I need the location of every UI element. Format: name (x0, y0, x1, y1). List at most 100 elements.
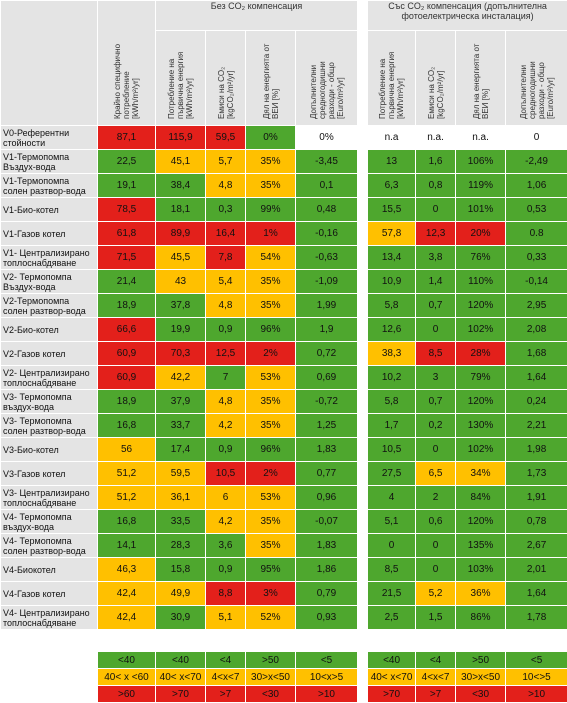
gap (358, 510, 368, 534)
value-cell: >10 (506, 686, 567, 703)
value-cell: 1,25 (296, 414, 358, 438)
gap (358, 390, 368, 414)
value-cell: 1,6 (416, 150, 456, 174)
value-cell: 10,5 (368, 438, 416, 462)
value-cell: 0,7 (416, 294, 456, 318)
column-header: Крайно специфично потребление [kWh/m²/yr… (113, 31, 140, 119)
value-cell: 46,3 (98, 558, 156, 582)
row-label: V2-Био-котел (1, 318, 98, 342)
value-cell: 52% (246, 606, 296, 630)
value-cell: 106% (456, 150, 506, 174)
value-cell: 5,2 (416, 582, 456, 606)
value-cell: 6,5 (416, 462, 456, 486)
value-cell: -0,07 (296, 510, 358, 534)
value-cell: 18,9 (98, 294, 156, 318)
value-cell: 51,2 (98, 462, 156, 486)
value-cell: 18,1 (156, 198, 206, 222)
value-cell: 0,3 (206, 198, 246, 222)
value-cell: 42,4 (98, 606, 156, 630)
value-cell: -0,16 (296, 222, 358, 246)
value-cell: 0 (416, 318, 456, 342)
value-cell: >70 (368, 686, 416, 703)
value-cell: 30,9 (156, 606, 206, 630)
header-cell: Емиси на CO₂ [kgCO₂/m²/yr] (206, 31, 246, 126)
value-cell: 0,6 (416, 510, 456, 534)
value-cell: 61,8 (98, 222, 156, 246)
gap (1, 652, 98, 669)
value-cell: 14,1 (98, 534, 156, 558)
value-cell: 71,5 (98, 246, 156, 270)
value-cell: 10,5 (206, 462, 246, 486)
value-cell: 10,2 (368, 366, 416, 390)
value-cell: 1,4 (416, 270, 456, 294)
value-cell: 12,6 (368, 318, 416, 342)
value-cell: 1,7 (368, 414, 416, 438)
value-cell: 1,64 (506, 366, 567, 390)
gap (358, 246, 368, 270)
value-cell: 4,2 (206, 414, 246, 438)
value-cell: 40< x <60 (98, 669, 156, 686)
gap (358, 318, 368, 342)
gap (358, 438, 368, 462)
value-cell: 95% (246, 558, 296, 582)
value-cell: <5 (506, 652, 567, 669)
value-cell: 0,96 (296, 486, 358, 510)
value-cell: 5,8 (368, 390, 416, 414)
value-cell: 42,4 (98, 582, 156, 606)
row-label: V1-Био-котел (1, 198, 98, 222)
value-cell: 1,73 (506, 462, 567, 486)
value-cell: 3,8 (416, 246, 456, 270)
value-cell: 5,8 (368, 294, 416, 318)
value-cell: 45,1 (156, 150, 206, 174)
value-cell: 119% (456, 174, 506, 198)
value-cell: 8,8 (206, 582, 246, 606)
gap (358, 174, 368, 198)
row-label: V0-Референтни стойности (1, 126, 98, 150)
value-cell: <40 (368, 652, 416, 669)
row-label: V1- Централизирано топлоснабдяване (1, 246, 98, 270)
value-cell: 78,5 (98, 198, 156, 222)
value-cell: -0,14 (506, 270, 567, 294)
value-cell: -1,09 (296, 270, 358, 294)
value-cell: 22,5 (98, 150, 156, 174)
value-cell: 30>x<50 (246, 669, 296, 686)
value-cell: 102% (456, 318, 506, 342)
value-cell: 1,91 (506, 486, 567, 510)
value-cell: 2,21 (506, 414, 567, 438)
value-cell: >7 (416, 686, 456, 703)
gap (1, 686, 98, 703)
value-cell: 34% (456, 462, 506, 486)
value-cell: 0 (416, 534, 456, 558)
row-label: V2- Централизирано топлоснабдяване (1, 366, 98, 390)
value-cell: 59,5 (206, 126, 246, 150)
value-cell: 1,68 (506, 342, 567, 366)
value-cell: 0,1 (296, 174, 358, 198)
row-label: V2-Газов котел (1, 342, 98, 366)
value-cell: 96% (246, 318, 296, 342)
gap (358, 558, 368, 582)
value-cell: 6 (206, 486, 246, 510)
value-cell: 35% (246, 174, 296, 198)
value-cell: 2,95 (506, 294, 567, 318)
value-cell: 45,5 (156, 246, 206, 270)
value-cell: 1,06 (506, 174, 567, 198)
row-label: V4- Термопомпа солен разтвор-вода (1, 534, 98, 558)
value-cell: 0,2 (416, 414, 456, 438)
value-cell: 120% (456, 294, 506, 318)
value-cell: 33,5 (156, 510, 206, 534)
value-cell: 0,24 (506, 390, 567, 414)
value-cell: 0 (416, 558, 456, 582)
value-cell: <5 (296, 652, 358, 669)
value-cell: 0,9 (206, 438, 246, 462)
gap (358, 462, 368, 486)
gap (358, 669, 368, 686)
value-cell: 18,9 (98, 390, 156, 414)
